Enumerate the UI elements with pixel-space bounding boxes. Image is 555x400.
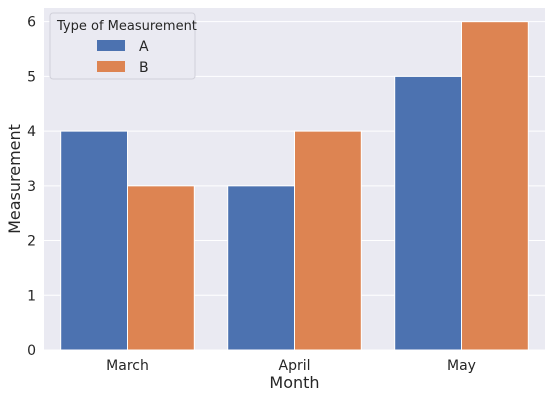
legend-swatch-B bbox=[97, 61, 125, 72]
y-tick-label: 2 bbox=[27, 234, 36, 250]
x-tick-label: May bbox=[447, 358, 476, 374]
bars bbox=[60, 21, 529, 351]
bar-B-May bbox=[461, 21, 529, 351]
y-tick-label: 4 bbox=[27, 124, 36, 140]
y-tick-labels: 0 1 2 3 4 5 6 bbox=[27, 15, 36, 359]
y-tick-label: 3 bbox=[27, 179, 36, 195]
y-tick-label: 0 bbox=[27, 343, 36, 359]
legend-label: A bbox=[139, 39, 149, 55]
bar-A-March bbox=[60, 130, 129, 351]
bar-B-April bbox=[294, 130, 362, 351]
legend-swatch-A bbox=[97, 40, 125, 51]
x-tick-labels: March April May bbox=[106, 358, 476, 374]
legend-label: B bbox=[139, 60, 149, 76]
bar-A-May bbox=[394, 75, 463, 351]
y-tick-label: 6 bbox=[27, 15, 36, 31]
x-tick-label: April bbox=[279, 358, 311, 374]
y-axis-title: Measurement bbox=[5, 124, 24, 234]
legend-title: Type of Measurement bbox=[56, 19, 197, 34]
bar-B-March bbox=[127, 185, 195, 351]
x-axis-title: Month bbox=[269, 373, 319, 392]
y-tick-label: 1 bbox=[27, 288, 36, 304]
legend-items: AB bbox=[97, 39, 149, 76]
y-tick-label: 5 bbox=[27, 69, 36, 85]
legend: Type of Measurement AB bbox=[49, 12, 197, 80]
x-tick-label: March bbox=[106, 358, 149, 374]
bar-A-April bbox=[227, 185, 295, 351]
